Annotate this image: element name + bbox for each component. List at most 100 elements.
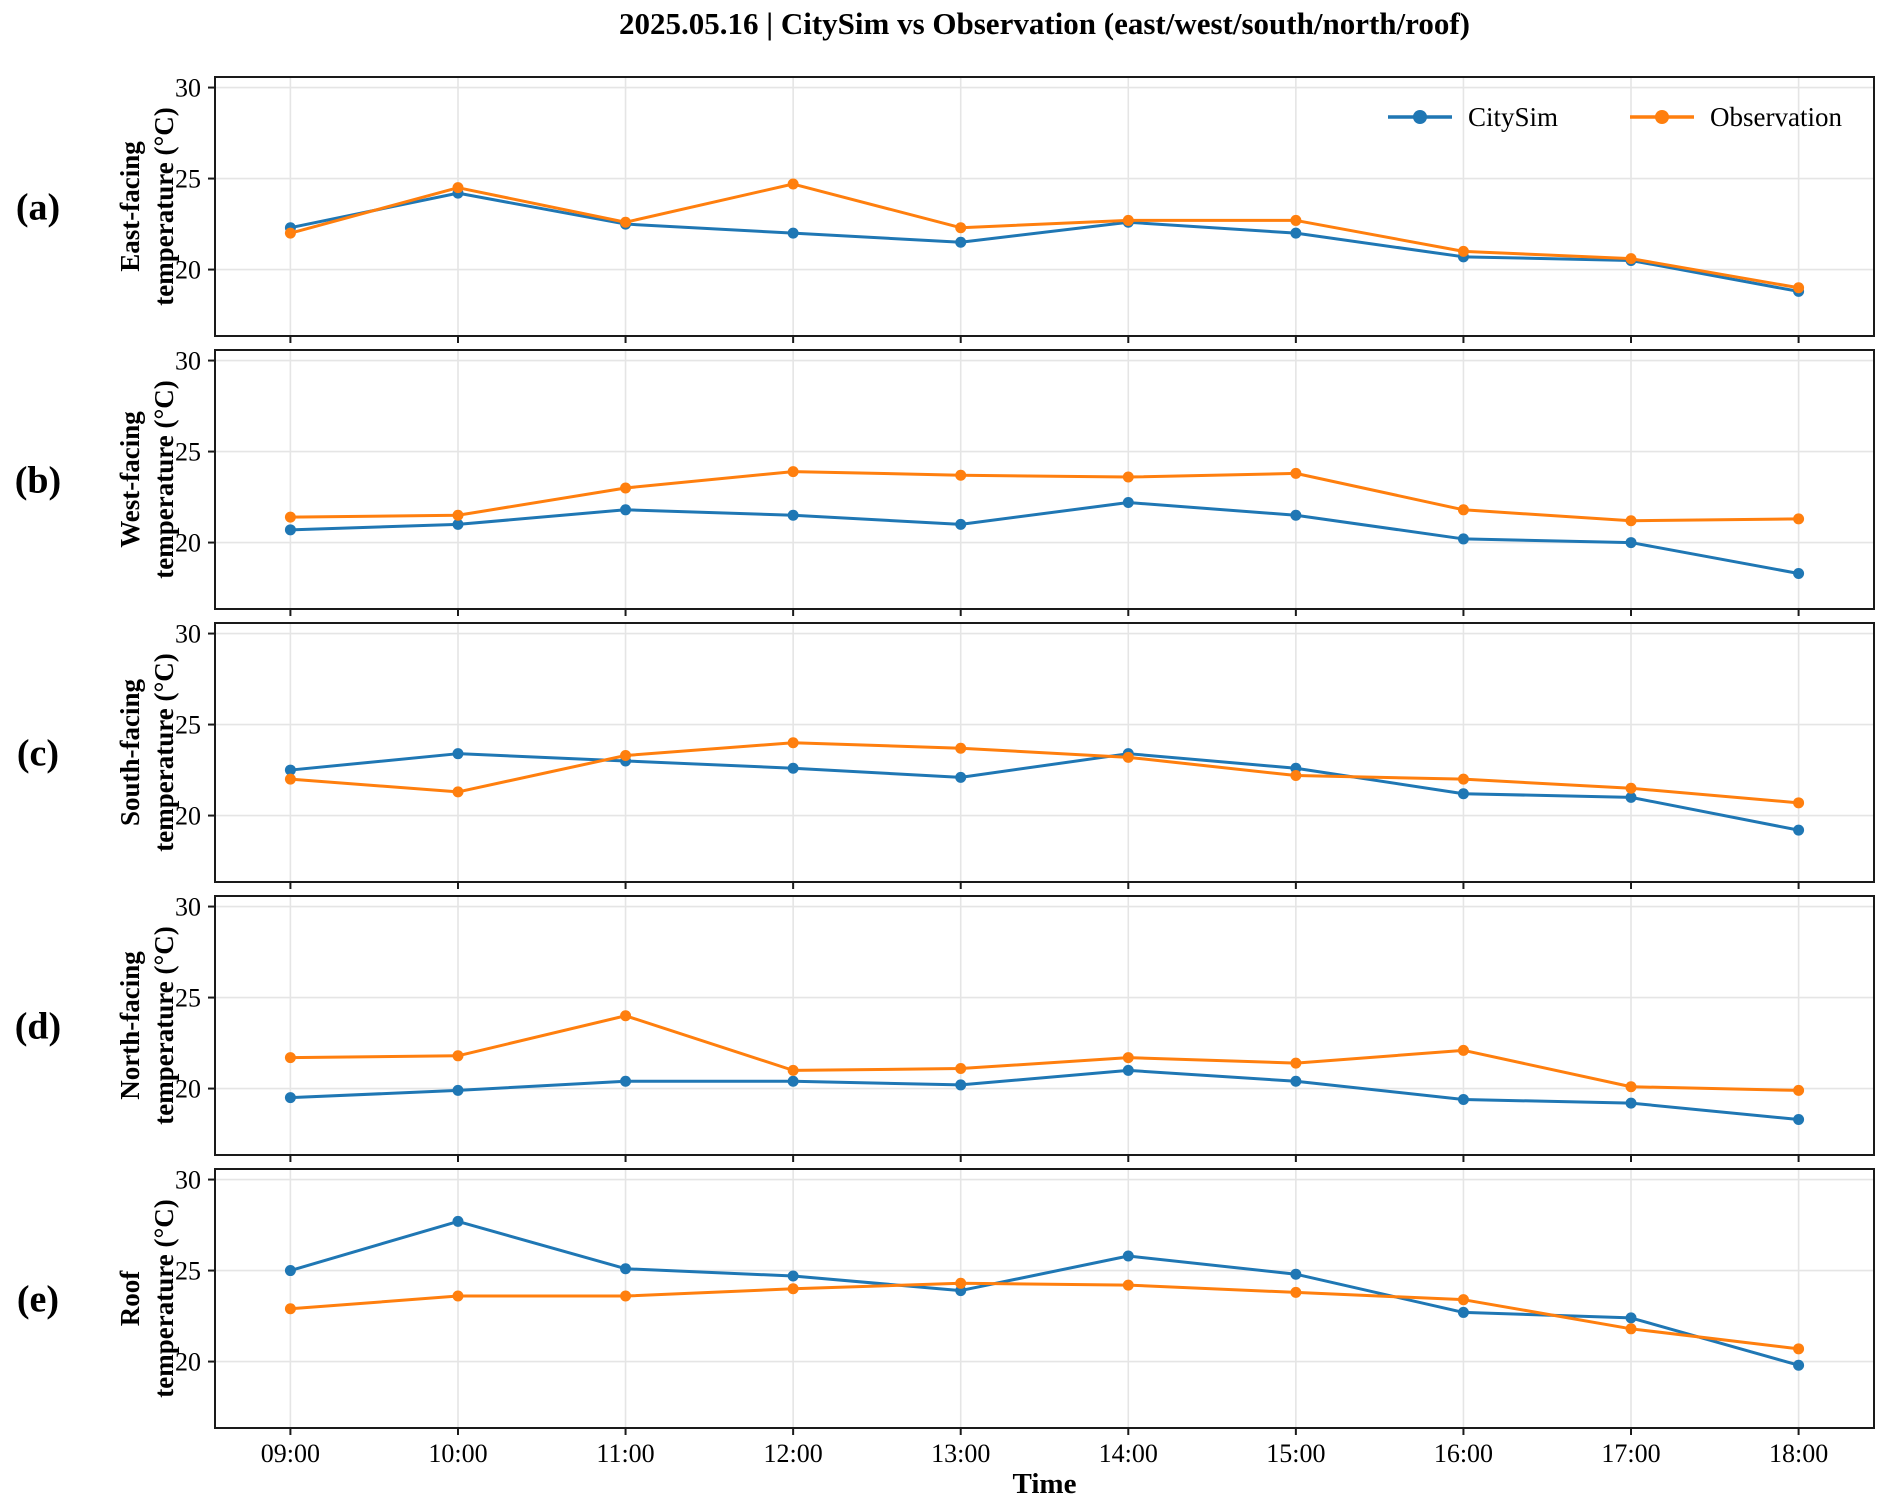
observation-marker (452, 1290, 464, 1302)
observation-marker (955, 222, 967, 234)
citysim-line (288, 752, 1801, 832)
observation-marker (1625, 253, 1637, 265)
y-tick-label: 25 (175, 711, 201, 740)
gridlines (215, 350, 1874, 609)
y-tick-label: 30 (175, 347, 201, 376)
panel-c: 20 25 30 (c) South-facing temperature (°C) (17, 620, 1875, 889)
citysim-marker (955, 1079, 967, 1091)
citysim-marker (787, 762, 799, 774)
observation-line (288, 470, 1801, 523)
panel-b: 20 25 30 (b) West-facing temperature (°C) (15, 347, 1875, 616)
y-axis-label: North-facing temperature (°C) (115, 926, 179, 1124)
citysim-marker (1290, 227, 1302, 239)
axis-ticks (208, 632, 1800, 889)
axis-ticks (208, 1178, 1800, 1435)
y-tick-label: 20 (175, 256, 201, 285)
citysim-marker (955, 771, 967, 783)
observation-marker (1122, 1052, 1134, 1064)
x-tick-label: 14:00 (1099, 1439, 1158, 1468)
x-tick-label: 17:00 (1601, 1439, 1660, 1468)
citysim-marker (1625, 1312, 1637, 1324)
citysim-marker (1290, 1075, 1302, 1087)
x-tick-label: 18:00 (1769, 1439, 1828, 1468)
y-tick-label: 25 (175, 438, 201, 467)
observation-marker (284, 1052, 296, 1064)
plot-box (214, 349, 1875, 610)
y-tick-label: 20 (175, 529, 201, 558)
observation-line (288, 182, 1801, 290)
citysim-marker (787, 509, 799, 521)
citysim-marker (284, 1265, 296, 1277)
citysim-marker (1290, 509, 1302, 521)
observation-marker (1793, 1343, 1805, 1355)
observation-marker (787, 178, 799, 190)
observation-marker (787, 737, 799, 749)
observation-marker (284, 227, 296, 239)
plot-box (214, 76, 1875, 337)
citysim-marker (1793, 1114, 1805, 1126)
observation-marker (955, 742, 967, 754)
observation-marker (1290, 467, 1302, 479)
observation-marker (1457, 1044, 1469, 1056)
citysim-marker (1457, 1093, 1469, 1105)
gridlines (215, 77, 1874, 336)
observation-marker (620, 482, 632, 494)
observation-marker (955, 469, 967, 481)
citysim-marker (284, 764, 296, 776)
y-tick-label: 25 (175, 165, 201, 194)
legend-item-citysim: CitySim (1388, 102, 1558, 132)
observation-marker (787, 1283, 799, 1295)
observation-marker (1290, 214, 1302, 226)
observation-markers (284, 466, 1805, 527)
citysim-marker (1457, 788, 1469, 800)
observation-marker (1625, 515, 1637, 527)
citysim-line (288, 1219, 1801, 1367)
y-tick-label: 30 (175, 620, 201, 649)
y-tick-label: 20 (175, 1075, 201, 1104)
observation-marker (1457, 773, 1469, 785)
axis-ticks (208, 359, 1800, 616)
plot-box (214, 895, 1875, 1156)
y-tick-label: 25 (175, 984, 201, 1013)
x-tick-label: 10:00 (428, 1439, 487, 1468)
x-axis-title: Time (1012, 1468, 1077, 1498)
citysim-marker (620, 1075, 632, 1087)
panel-d: 20 25 30 (d) North-facing temperature (°C) (15, 893, 1875, 1162)
citysim-marker (1625, 1097, 1637, 1109)
panel-label: (c) (17, 733, 59, 775)
citysim-marker (1122, 1250, 1134, 1262)
panel-label: (a) (16, 187, 60, 229)
axis-ticks (208, 905, 1800, 1162)
citysim-marker (1290, 1268, 1302, 1280)
observation-marker (1122, 214, 1134, 226)
observation-markers (284, 178, 1805, 294)
chart-title: 2025.05.16 | CitySim vs Observation (eas… (619, 6, 1470, 41)
x-tick-label: 13:00 (931, 1439, 990, 1468)
y-axis-label: East-facing temperature (°C) (115, 107, 179, 305)
citysim-marker (787, 1075, 799, 1087)
observation-marker (284, 1303, 296, 1315)
observation-marker (1457, 245, 1469, 257)
observation-marker (620, 216, 632, 228)
citysim-markers (284, 1064, 1805, 1126)
citysim-marker (1457, 1306, 1469, 1318)
panel-a: 20 25 30 (a) East-facing temperature (°C) (16, 74, 1875, 343)
x-tick-label: 16:00 (1434, 1439, 1493, 1468)
citysim-marker (1122, 497, 1134, 509)
citysim-marker (452, 518, 464, 530)
observation-marker (284, 511, 296, 523)
citysim-marker (1793, 1359, 1805, 1371)
observation-marker (620, 1290, 632, 1302)
observation-marker (452, 1050, 464, 1062)
x-tick-label: 09:00 (261, 1439, 320, 1468)
citysim-markers (284, 497, 1805, 580)
citysim-marker (620, 504, 632, 516)
observation-marker (452, 182, 464, 194)
citysim-marker (1457, 533, 1469, 545)
legend-item-observation: Observation (1630, 102, 1842, 132)
panel-label: (b) (15, 460, 61, 502)
observation-line (288, 1014, 1801, 1092)
y-axis-label: South-facing temperature (°C) (115, 653, 179, 851)
gridlines (215, 896, 1874, 1155)
